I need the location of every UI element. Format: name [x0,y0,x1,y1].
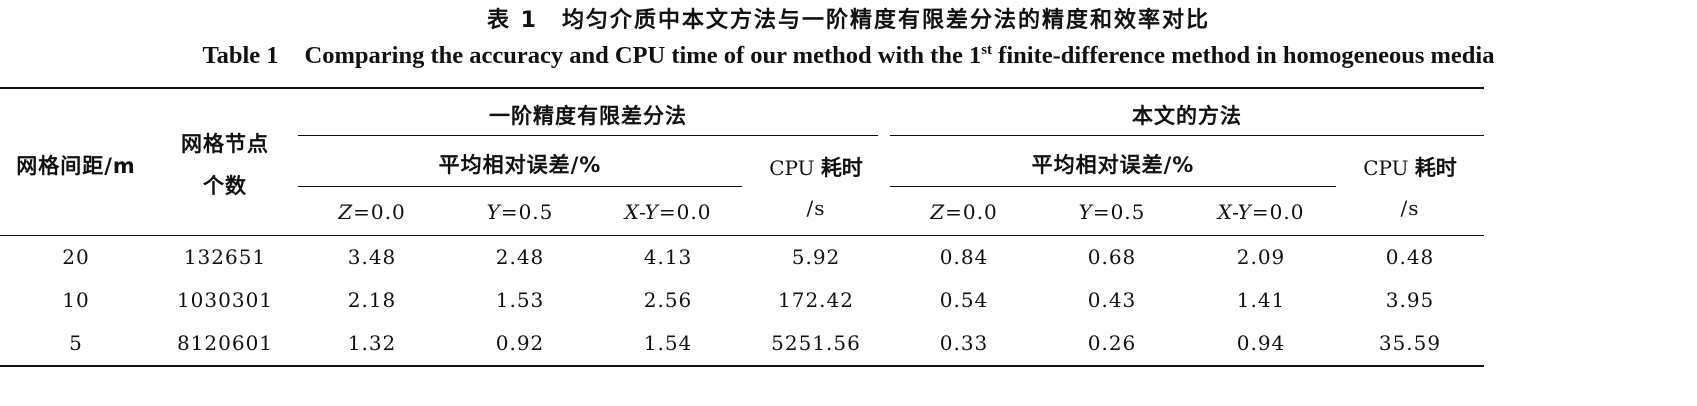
table-cell: 132651 [183,245,267,269]
header-avg-error-fd: 平均相对误差/% [438,153,602,177]
cpu-label-han: 耗时 [820,156,863,180]
table-cell: 5.92 [791,245,841,269]
table-cell: 35.59 [1378,331,1442,355]
table-cell: 3.95 [1385,288,1435,312]
header-plane-y-fd: Y=0.5 [446,200,594,224]
plane-variable: X-Y [1217,200,1252,224]
header-plane-z-ours: Z=0.0 [890,200,1038,224]
table-cell: 0.26 [1087,331,1137,355]
header-cpu-unit-ours: /s [1400,196,1420,220]
table-cell: 1.41 [1236,288,1286,312]
plane-value: =0.5 [500,200,554,224]
header-plane-y-ours: Y=0.5 [1038,200,1186,224]
caption-superscript: st [981,42,993,58]
table-cell: 1030301 [176,288,274,312]
header-grid-spacing: 网格间距/m [16,154,136,178]
table-cell: 1.54 [643,331,693,355]
table-cell: 0.84 [939,245,989,269]
table-cell: 5251.56 [771,331,861,355]
table-cell: 0.92 [495,331,545,355]
error-rule-fd [298,186,742,187]
cpu-label-latin: CPU [769,156,821,180]
table-cell: 3.48 [347,245,397,269]
table-cell: 0.94 [1236,331,1286,355]
header-avg-error-ours: 平均相对误差/% [1031,153,1195,177]
header-plane-xy-fd: X-Y=0.0 [594,200,742,224]
bottom-rule [0,365,1484,367]
plane-value: =0.0 [353,200,406,224]
table-cell: 5 [69,331,83,355]
plane-value: =0.0 [658,200,712,224]
plane-value: =0.5 [1092,200,1146,224]
cpu-label-latin: CPU [1363,156,1415,180]
header-cpu-unit-fd: /s [806,196,826,220]
top-rule [0,87,1484,89]
group-rule-ours [890,135,1484,136]
header-group-fd: 一阶精度有限差分法 [489,104,687,128]
table-cell: 1.53 [495,288,545,312]
table-caption-chinese: 表 1 均匀介质中本文方法与一阶精度有限差分法的精度和效率对比 [487,8,1210,33]
plane-variable: X-Y [624,200,659,224]
table-cell: 0.48 [1385,245,1435,269]
header-group-ours: 本文的方法 [1132,104,1242,128]
table-cell: 2.56 [643,288,693,312]
plane-variable: Z [930,200,946,224]
header-node-count-line1: 网格节点 [181,132,269,156]
plane-variable: Y [1078,200,1093,224]
table-cell: 0.54 [939,288,989,312]
header-cpu-time-fd: CPU 耗时 [742,152,890,182]
cpu-label-han: 耗时 [1414,156,1457,180]
plane-value: =0.0 [945,200,998,224]
table-cell: 20 [62,245,90,269]
error-rule-ours [890,186,1336,187]
header-cpu-time-ours: CPU 耗时 [1336,152,1484,182]
plane-variable: Y [486,200,501,224]
table-cell: 2.48 [495,245,545,269]
table-label: Table 1 [202,42,279,69]
table-cell: 4.13 [643,245,693,269]
table-cell: 172.42 [778,288,854,312]
group-rule-fd [298,135,878,136]
plane-value: =0.0 [1251,200,1305,224]
table-cell: 8120601 [176,331,274,355]
caption-text-part-1: Comparing the accuracy and CPU time of o… [304,42,982,69]
table-cell: 0.68 [1087,245,1137,269]
plane-variable: Z [338,200,354,224]
header-plane-z-fd: Z=0.0 [298,200,446,224]
table-cell: 2.18 [347,288,397,312]
header-bottom-rule [0,235,1484,236]
table-cell: 1.32 [347,331,397,355]
header-node-count-line2: 个数 [203,174,247,198]
header-plane-xy-ours: X-Y=0.0 [1186,200,1336,224]
table-cell: 0.43 [1087,288,1137,312]
table-cell: 0.33 [939,331,989,355]
table-caption-english: Table 1 Comparing the accuracy and CPU ti… [0,42,1697,70]
table-cell: 2.09 [1236,245,1286,269]
caption-text-part-2: finite-difference method in homogeneous … [992,42,1495,69]
table-cell: 10 [62,288,90,312]
